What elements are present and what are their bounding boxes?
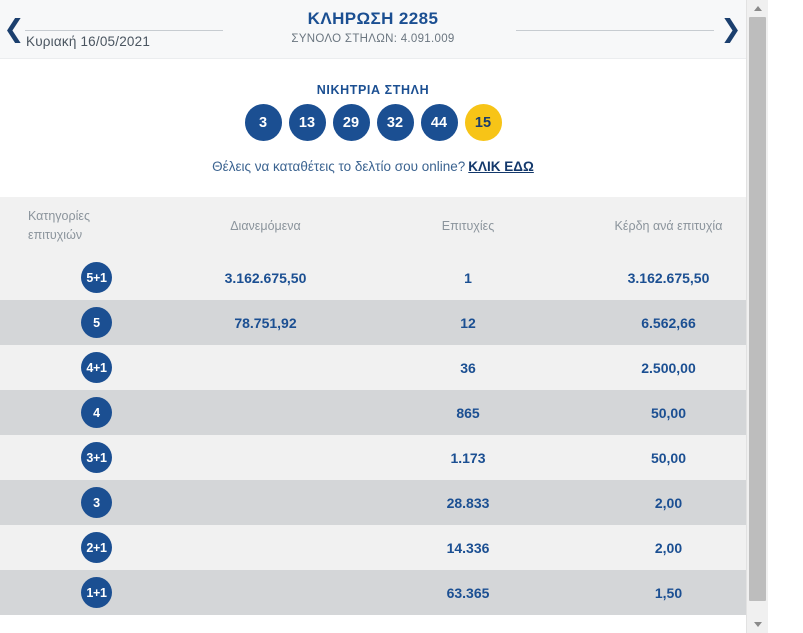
table-row: 3+1 1.173 50,00 [0,435,746,480]
cell-distributed [158,390,373,435]
column-header-category-line2: επιτυχιών [28,228,83,242]
results-table: Κατηγορίες επιτυχιών Διανεμόμενα Επιτυχί… [0,197,746,615]
table-row: 4 865 50,00 [0,390,746,435]
cell-wins: 14.336 [373,525,563,570]
cell-distributed [158,435,373,480]
table-row: 1+1 63.365 1,50 [0,570,746,615]
cell-distributed: 78.751,92 [158,300,373,345]
category-badge: 4 [81,397,112,428]
winning-number-ball: 13 [288,104,326,141]
results-table-body: 5+1 3.162.675,50 1 3.162.675,50 5 78.751,92 12… [0,255,746,615]
cell-category: 4+1 [0,345,158,390]
cell-wins: 12 [373,300,563,345]
column-header-category-line1: Κατηγορίες [28,208,90,223]
winning-column-section: ΝΙΚΗΤΡΙΑ ΣΤΗΛΗ 3 13 29 32 44 15 Θέλεις να κατ… [0,59,746,197]
header-rule-left [25,30,223,31]
chevron-right-icon[interactable]: ❯ [720,15,742,43]
chevron-left-icon[interactable]: ❮ [3,15,25,43]
draw-date: Κυριακή 16/05/2021 [26,34,151,49]
category-badge: 5+1 [81,262,112,293]
table-row: 3 28.833 2,00 [0,480,746,525]
page-content: ❮ ❯ Κυριακή 16/05/2021 ΚΛΗΡΩΣΗ 2285 ΣΥΝΟ… [0,0,746,615]
scrollbar-track[interactable] [746,0,768,633]
cell-wins: 63.365 [373,570,563,615]
cell-wins: 1.173 [373,435,563,480]
column-header-category: Κατηγορίες επιτυχιών [0,197,158,255]
cell-category: 3+1 [0,435,158,480]
cell-distributed [158,525,373,570]
table-row: 2+1 14.336 2,00 [0,525,746,570]
category-badge: 5 [81,307,112,338]
online-promo-text: Θέλεις να καταθέτεις το δελτίο σου onlin… [212,159,466,174]
cell-category: 5+1 [0,255,158,300]
winning-number-ball: 29 [332,104,370,141]
cell-wins: 865 [373,390,563,435]
online-promo: Θέλεις να καταθέτεις το δελτίο σου onlin… [0,159,746,174]
column-header-prize: Κέρδη ανά επιτυχία [563,197,746,255]
category-badge: 4+1 [81,352,112,383]
bonus-number-ball: 15 [464,104,502,141]
cell-prize: 2.500,00 [563,345,746,390]
scroll-down-arrow-icon[interactable] [747,616,768,633]
header-rule-right [516,30,714,31]
cell-distributed [158,570,373,615]
cell-prize: 1,50 [563,570,746,615]
cell-prize: 2,00 [563,480,746,525]
scroll-up-arrow-icon[interactable] [747,0,768,17]
table-header-row: Κατηγορίες επιτυχιών Διανεμόμενα Επιτυχί… [0,197,746,255]
cell-distributed: 3.162.675,50 [158,255,373,300]
winning-numbers-list: 3 13 29 32 44 15 [0,104,746,141]
table-row: 5+1 3.162.675,50 1 3.162.675,50 [0,255,746,300]
cell-category: 5 [0,300,158,345]
cell-prize: 6.562,66 [563,300,746,345]
scrollbar-thumb[interactable] [749,17,766,601]
category-badge: 3+1 [81,442,112,473]
column-header-distributed: Διανεμόμενα [158,197,373,255]
cell-distributed [158,480,373,525]
draw-total-columns: ΣΥΝΟΛΟ ΣΤΗΛΩΝ: 4.091.009 [291,33,455,45]
winning-number-ball: 44 [420,104,458,141]
browser-scrollbar[interactable] [746,0,803,633]
cell-wins: 28.833 [373,480,563,525]
results-table-head: Κατηγορίες επιτυχιών Διανεμόμενα Επιτυχί… [0,197,746,255]
cell-prize: 50,00 [563,435,746,480]
cell-category: 2+1 [0,525,158,570]
cell-category: 3 [0,480,158,525]
winning-number-ball: 32 [376,104,414,141]
column-header-wins: Επιτυχίες [373,197,563,255]
cell-prize: 3.162.675,50 [563,255,746,300]
winning-number-ball: 3 [244,104,282,141]
category-badge: 3 [81,487,112,518]
table-row: 4+1 36 2.500,00 [0,345,746,390]
table-row: 5 78.751,92 12 6.562,66 [0,300,746,345]
cell-wins: 36 [373,345,563,390]
draw-title: ΚΛΗΡΩΣΗ 2285 [307,9,439,28]
cell-wins: 1 [373,255,563,300]
cell-category: 4 [0,390,158,435]
cell-prize: 2,00 [563,525,746,570]
draw-navigation-header: ❮ ❯ Κυριακή 16/05/2021 ΚΛΗΡΩΣΗ 2285 ΣΥΝΟ… [0,0,746,59]
online-promo-link[interactable]: ΚΛΙΚ ΕΔΩ [468,159,534,174]
category-badge: 1+1 [81,577,112,608]
cell-prize: 50,00 [563,390,746,435]
category-badge: 2+1 [81,532,112,563]
cell-category: 1+1 [0,570,158,615]
winning-column-label: ΝΙΚΗΤΡΙΑ ΣΤΗΛΗ [316,83,430,97]
cell-distributed [158,345,373,390]
